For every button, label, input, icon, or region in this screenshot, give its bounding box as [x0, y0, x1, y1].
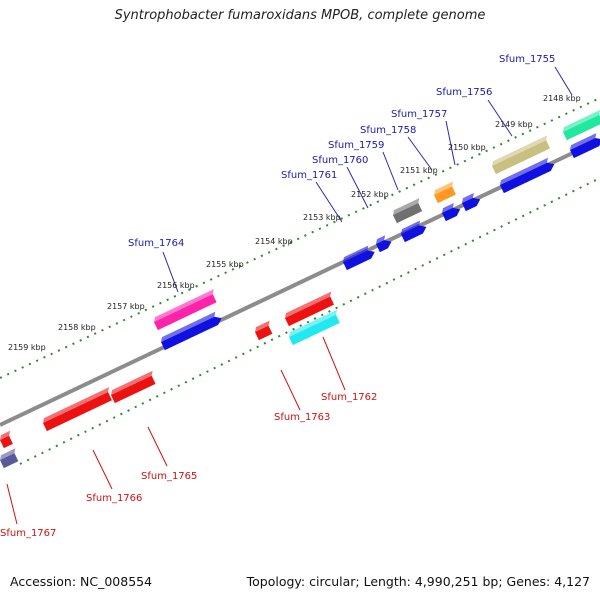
gene-block-1757[interactable] — [460, 192, 482, 212]
leader-line-6 — [315, 181, 343, 223]
gene-block-1767b[interactable] — [0, 448, 21, 469]
gene-block-1755b[interactable] — [568, 132, 600, 159]
gene-label-sfum-1766[interactable]: Sfum_1766 — [86, 493, 142, 504]
map-title: Syntrophobacter fumaroxidans MPOB, compl… — [114, 8, 486, 23]
gene-label-sfum-1764[interactable]: Sfum_1764 — [128, 238, 184, 249]
leader-line-7 — [162, 251, 179, 293]
genome-backbone — [0, 138, 600, 427]
gene-block-1756b[interactable] — [498, 157, 556, 194]
gene-label-sfum-1763[interactable]: Sfum_1763 — [274, 412, 330, 423]
leader-line-2 — [445, 120, 456, 166]
leader-line-12 — [6, 483, 18, 525]
gene-block-1763[interactable] — [253, 320, 275, 341]
gene-block-1757b[interactable] — [432, 181, 458, 204]
gene-block-1761[interactable] — [341, 244, 376, 271]
gene-block-1756[interactable] — [490, 135, 552, 175]
gene-block-1764b[interactable] — [159, 311, 223, 351]
gene-block-1758[interactable] — [440, 202, 462, 222]
leader-line-3 — [407, 136, 433, 171]
label-leaders — [6, 66, 573, 525]
kbp-label-2148: 2148 kbp — [543, 94, 581, 103]
gene-label-sfum-1756[interactable]: Sfum_1756 — [436, 87, 492, 98]
gene-label-sfum-1765[interactable]: Sfum_1765 — [141, 471, 197, 482]
genome-stats: Topology: circular; Length: 4,990,251 bp… — [246, 574, 590, 589]
kbp-label-2156: 2156 kbp — [157, 281, 195, 290]
leader-line-10 — [147, 426, 168, 467]
gene-label-sfum-1760[interactable]: Sfum_1760 — [312, 155, 368, 166]
kbp-label-2149: 2149 kbp — [495, 120, 533, 129]
leader-line-11 — [92, 449, 113, 490]
gene-block-1762a[interactable] — [283, 291, 336, 327]
gene-block-1766[interactable] — [41, 387, 114, 432]
leader-line-8 — [322, 336, 346, 391]
gene-block-1758b[interactable] — [391, 198, 425, 224]
gene-block-1759[interactable] — [399, 219, 428, 243]
kbp-labels: 2148 kbp 2149 kbp 2150 kbp 2151 kbp 2152… — [8, 94, 581, 352]
leader-line-1 — [487, 99, 513, 137]
kbp-label-2158: 2158 kbp — [58, 323, 96, 332]
gene-block-1767[interactable] — [0, 430, 16, 449]
kbp-label-2150: 2150 kbp — [448, 143, 486, 152]
gene-label-sfum-1757[interactable]: Sfum_1757 — [391, 109, 447, 120]
gene-block-1762[interactable] — [287, 309, 342, 346]
gene-block-1764[interactable] — [152, 289, 219, 331]
forward-gene-labels: Sfum_1755 Sfum_1756 Sfum_1757 Sfum_1758 … — [128, 54, 555, 249]
kbp-label-2153: 2153 kbp — [303, 213, 341, 222]
kbp-label-2157: 2157 kbp — [107, 302, 145, 311]
kbp-label-2159: 2159 kbp — [8, 343, 46, 352]
gene-label-sfum-1758[interactable]: Sfum_1758 — [360, 125, 416, 136]
leader-line-0 — [554, 66, 573, 96]
kbp-label-2154: 2154 kbp — [255, 237, 293, 246]
gene-label-sfum-1761[interactable]: Sfum_1761 — [281, 170, 337, 181]
gene-features — [0, 109, 600, 469]
gene-label-sfum-1767[interactable]: Sfum_1767 — [0, 528, 56, 539]
accession-label: Accession: NC_008554 — [10, 574, 153, 589]
reverse-gene-labels: Sfum_1762 Sfum_1763 Sfum_1765 Sfum_1766 … — [0, 392, 377, 539]
gene-block-1765[interactable] — [109, 370, 158, 404]
leader-line-5 — [346, 166, 369, 209]
leader-line-9 — [280, 369, 301, 411]
kbp-label-2151: 2151 kbp — [400, 166, 438, 175]
gene-label-sfum-1762[interactable]: Sfum_1762 — [321, 392, 377, 403]
gene-label-sfum-1759[interactable]: Sfum_1759 — [328, 140, 384, 151]
kbp-label-2152: 2152 kbp — [351, 190, 389, 199]
kbp-label-2155: 2155 kbp — [206, 260, 244, 269]
gene-block-1760[interactable] — [374, 234, 393, 253]
leader-line-4 — [382, 151, 399, 191]
gene-block-1755[interactable] — [561, 109, 600, 141]
gene-label-sfum-1755[interactable]: Sfum_1755 — [499, 54, 555, 65]
